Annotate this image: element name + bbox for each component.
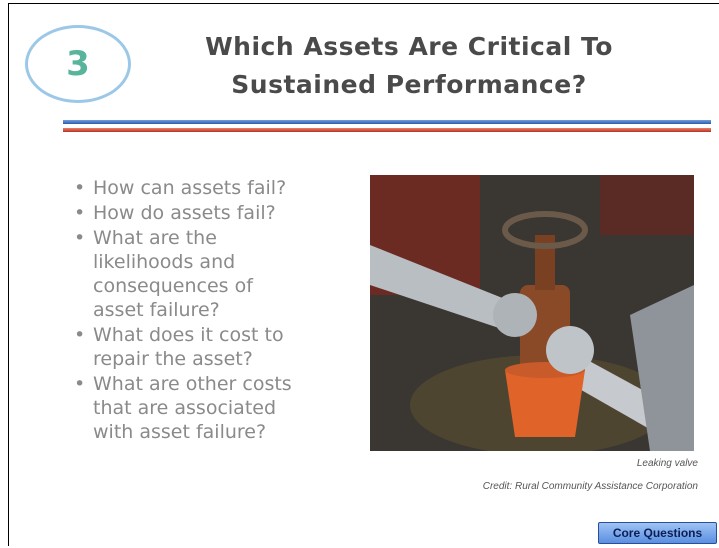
photo-caption: Leaking valve [637, 458, 698, 469]
bullet-line: What are other costs [93, 372, 292, 396]
title-line: Sustained Performance? [129, 70, 689, 99]
bullet: How do assets fail? [71, 201, 292, 225]
bullet-line: What does it cost to [93, 323, 292, 347]
title-line: Which Assets Are Critical To [129, 32, 689, 61]
bullet: How can assets fail? [71, 176, 292, 200]
photo [370, 175, 694, 451]
bullet-line: likelihoods and [93, 250, 292, 274]
bullet-line: that are associated [93, 396, 292, 420]
bullet-line: consequences of [93, 274, 292, 298]
photo-credit: Credit: Rural Community Assistance Corpo… [483, 481, 698, 492]
bullet-line: What are the [93, 226, 292, 250]
slide: 3 Which Assets Are Critical To Sustained… [8, 3, 719, 546]
section-number: 3 [25, 25, 131, 103]
page: 3 Which Assets Are Critical To Sustained… [0, 3, 719, 548]
core-questions-button[interactable]: Core Questions [598, 522, 717, 544]
bullet-line: asset failure? [93, 298, 292, 322]
divider-red [63, 128, 711, 132]
bullet-line: How can assets fail? [93, 176, 292, 200]
divider-blue [63, 120, 711, 124]
bullet-list: How can assets fail? How do assets fail?… [71, 176, 292, 445]
bullet-line: How do assets fail? [93, 201, 292, 225]
bullet-line: repair the asset? [93, 347, 292, 371]
bullet-line: with asset failure? [93, 420, 292, 444]
